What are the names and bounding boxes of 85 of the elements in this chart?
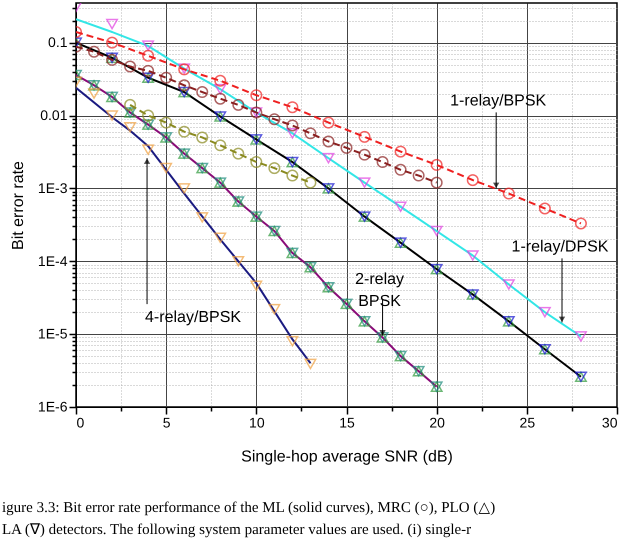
x-tick-label: 30 xyxy=(602,414,618,430)
point xyxy=(466,250,479,261)
point xyxy=(286,128,298,139)
x-tick-label: 25 xyxy=(520,414,536,430)
point xyxy=(106,110,118,121)
point xyxy=(178,79,190,92)
point xyxy=(304,127,316,140)
point xyxy=(160,162,172,174)
y-axis-title: Bit error rate xyxy=(10,160,27,250)
point xyxy=(232,256,244,267)
point xyxy=(430,226,443,236)
y-tick-label: 0.01 xyxy=(40,107,68,124)
point xyxy=(394,164,407,176)
point xyxy=(286,336,298,346)
point xyxy=(142,110,154,122)
point xyxy=(574,331,587,342)
point xyxy=(214,74,226,87)
point xyxy=(232,148,244,160)
point xyxy=(502,188,515,200)
point xyxy=(124,60,136,73)
point xyxy=(412,170,425,182)
point xyxy=(304,176,316,189)
x-tick-label: 20 xyxy=(429,414,446,430)
y-tick-label: 1E-5 xyxy=(38,326,68,342)
point xyxy=(178,126,190,138)
point xyxy=(286,119,298,132)
annotation: 2-relay BPSK xyxy=(355,270,404,310)
point xyxy=(124,98,136,111)
x-tick-label: 15 xyxy=(339,414,355,430)
point xyxy=(502,279,515,290)
point xyxy=(178,183,190,194)
point xyxy=(358,177,371,188)
y-tick-label: 0.1 xyxy=(48,34,68,50)
y-tick-label: 1E-6 xyxy=(38,398,68,414)
x-tick-label: 5 xyxy=(162,414,171,430)
x-tick-label: 10 xyxy=(249,414,265,430)
point xyxy=(160,116,172,129)
point xyxy=(232,98,244,111)
point xyxy=(214,84,226,94)
point xyxy=(574,217,587,230)
point xyxy=(124,122,136,133)
x-axis-title: Single-hop average SNR (dB) xyxy=(241,448,453,466)
point xyxy=(322,152,334,164)
point xyxy=(250,280,262,292)
point xyxy=(142,40,154,51)
point xyxy=(466,174,479,186)
point xyxy=(430,176,443,189)
point xyxy=(304,358,316,370)
point xyxy=(322,116,334,129)
point xyxy=(394,201,407,212)
point xyxy=(106,18,118,30)
text: igure 3.3: Bit error rate performance of the ML (solid curves), MRC (○), PLO (△) xyxy=(2,500,496,516)
point xyxy=(160,72,172,84)
point xyxy=(430,158,443,171)
text: LA (∇) detectors. The following system parameter values are used. (i) single-r xyxy=(2,522,472,538)
point xyxy=(196,131,208,144)
point xyxy=(286,170,298,182)
point xyxy=(322,136,334,148)
point xyxy=(376,156,389,168)
point xyxy=(196,86,208,98)
point xyxy=(106,36,118,49)
point xyxy=(250,156,262,168)
point xyxy=(250,89,262,102)
point xyxy=(358,148,371,161)
y-tick-label: 1E-3 xyxy=(38,180,68,196)
point xyxy=(214,92,226,105)
point xyxy=(142,144,154,155)
point xyxy=(286,101,298,114)
point xyxy=(538,202,551,214)
point xyxy=(88,88,100,99)
point xyxy=(538,306,551,318)
point xyxy=(196,212,208,223)
point xyxy=(268,304,280,314)
point xyxy=(358,130,371,143)
y-tick-label: 1E-4 xyxy=(38,252,68,269)
point xyxy=(268,162,280,174)
point xyxy=(88,46,100,58)
point xyxy=(142,64,154,77)
point xyxy=(214,139,226,152)
point xyxy=(142,50,154,62)
point xyxy=(394,146,407,158)
x-tick-label: 0 xyxy=(76,414,84,430)
point xyxy=(340,142,352,154)
point xyxy=(214,232,226,244)
point xyxy=(268,113,280,126)
